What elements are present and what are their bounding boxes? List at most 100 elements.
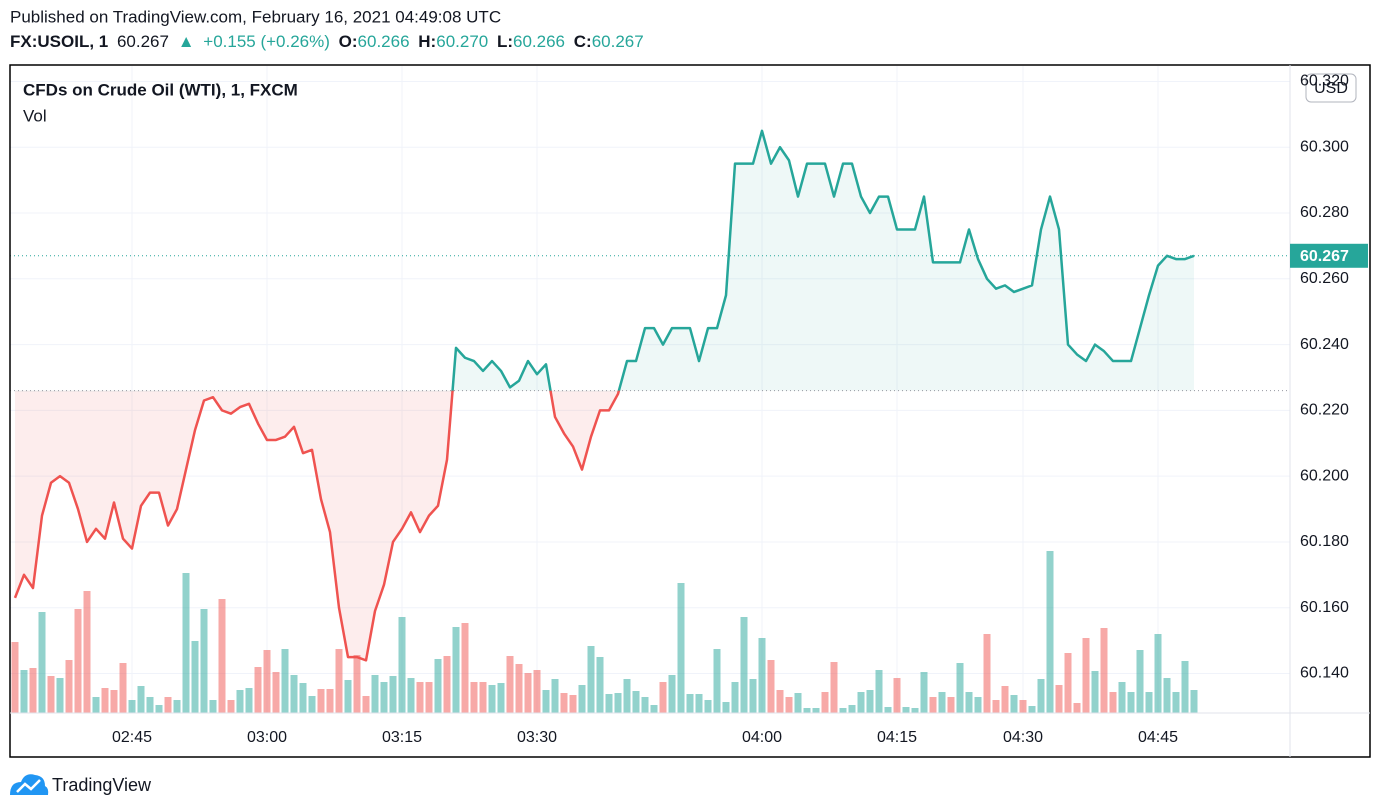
volume-bar bbox=[956, 663, 964, 713]
ohlc-label: H: bbox=[418, 32, 436, 51]
volume-bar bbox=[1118, 682, 1126, 713]
volume-bar bbox=[533, 670, 541, 713]
volume-bar bbox=[722, 702, 730, 713]
volume-bar bbox=[731, 682, 739, 713]
volume-bar bbox=[668, 675, 676, 713]
volume-bar bbox=[848, 705, 856, 713]
x-tick-label: 03:00 bbox=[247, 729, 287, 746]
volume-bar bbox=[299, 683, 307, 713]
volume-bar bbox=[911, 708, 919, 713]
y-tick-label: 60.240 bbox=[1300, 336, 1349, 353]
published-line: Published on TradingView.com, February 1… bbox=[10, 7, 501, 26]
volume-bar bbox=[1010, 695, 1018, 713]
ohlc-label: L: bbox=[497, 32, 513, 51]
volume-bar bbox=[452, 627, 460, 713]
volume-bar bbox=[1037, 679, 1045, 713]
volume-bar bbox=[434, 659, 442, 713]
volume-bar bbox=[47, 676, 55, 713]
volume-bar bbox=[1190, 690, 1198, 713]
volume-bar bbox=[605, 694, 613, 713]
symbol: FX:USOIL, 1 bbox=[10, 32, 108, 51]
volume-bar bbox=[335, 649, 343, 713]
volume-bar bbox=[227, 700, 235, 713]
volume-bar bbox=[884, 707, 892, 713]
quote-line: FX:USOIL, 1 60.267 ▲ +0.155 (+0.26%) O:6… bbox=[10, 32, 644, 51]
volume-bar bbox=[308, 696, 316, 713]
volume-bar bbox=[38, 612, 46, 713]
volume-bar bbox=[569, 695, 577, 713]
x-tick-label: 03:15 bbox=[382, 729, 422, 746]
volume-bar bbox=[1055, 685, 1063, 713]
x-tick-label: 02:45 bbox=[112, 729, 152, 746]
volume-bar bbox=[749, 679, 757, 713]
volume-bar bbox=[1064, 653, 1072, 713]
volume-bar bbox=[1073, 703, 1081, 713]
volume-bar bbox=[920, 672, 928, 713]
volume-bar bbox=[146, 697, 154, 713]
y-tick-label: 60.300 bbox=[1300, 138, 1349, 155]
volume-bar bbox=[362, 696, 370, 713]
currency[interactable]: USD bbox=[1314, 80, 1348, 97]
price-line-down bbox=[13, 390, 621, 662]
plot bbox=[10, 66, 1290, 713]
arrow: ▲ bbox=[178, 32, 195, 51]
volume-bar bbox=[344, 680, 352, 713]
volume-bar bbox=[173, 700, 181, 713]
volume-bar bbox=[416, 682, 424, 713]
volume-bar bbox=[497, 683, 505, 713]
volume-bar bbox=[812, 708, 820, 713]
volume-bar bbox=[542, 690, 550, 713]
volume-bar bbox=[650, 705, 658, 713]
volume-bar bbox=[776, 690, 784, 713]
ohlc-value: 60.266 bbox=[358, 32, 410, 51]
volume-bar bbox=[938, 692, 946, 713]
logo bbox=[10, 774, 49, 795]
volume-bar bbox=[470, 682, 478, 713]
volume-bar bbox=[974, 697, 982, 713]
volume-bar bbox=[488, 685, 496, 713]
volume-bar bbox=[1082, 638, 1090, 713]
volume-bar bbox=[578, 685, 586, 713]
price-line-up bbox=[451, 129, 1195, 392]
volume-bar bbox=[1172, 692, 1180, 713]
volume-bar bbox=[830, 662, 838, 713]
volume-bar bbox=[326, 689, 334, 713]
area-below bbox=[15, 390, 1194, 661]
volume-bar bbox=[1028, 706, 1036, 713]
volume-bar bbox=[101, 688, 109, 713]
volume-bar bbox=[281, 649, 289, 713]
y-tick-label: 60.320 bbox=[1300, 73, 1349, 90]
y-tick-label: 60.180 bbox=[1300, 533, 1349, 550]
volume-bar bbox=[443, 656, 451, 713]
volume-bar bbox=[155, 705, 163, 713]
volume-bar bbox=[209, 700, 217, 713]
volume-bar bbox=[263, 650, 271, 713]
volume-bar bbox=[713, 649, 721, 713]
volume-bar bbox=[461, 623, 469, 713]
volume-bar bbox=[254, 667, 262, 713]
volume-bar bbox=[245, 688, 253, 713]
volume-bar bbox=[1145, 692, 1153, 713]
volume-bar bbox=[1136, 650, 1144, 713]
volume-bar bbox=[677, 583, 685, 713]
y-tick-label: 60.280 bbox=[1300, 204, 1349, 221]
volume-bar bbox=[857, 692, 865, 713]
volume-bar bbox=[92, 697, 100, 713]
volume-bar bbox=[524, 673, 532, 713]
volume-bar bbox=[740, 617, 748, 713]
volume-bar bbox=[1091, 671, 1099, 713]
x-tick-label: 04:45 bbox=[1138, 729, 1178, 746]
volume-bar bbox=[803, 708, 811, 713]
volume-bar bbox=[1019, 700, 1027, 713]
area-above bbox=[15, 130, 1194, 392]
volume-bar bbox=[29, 668, 37, 713]
volume-bar bbox=[380, 682, 388, 713]
volume-bar bbox=[74, 609, 82, 713]
volume-bar bbox=[191, 641, 199, 713]
volume-bar bbox=[1127, 692, 1135, 713]
currency-button[interactable] bbox=[1305, 73, 1357, 103]
volume-bar bbox=[929, 697, 937, 713]
y-tick-label: 60.220 bbox=[1300, 402, 1349, 419]
volume-bar bbox=[614, 693, 622, 713]
